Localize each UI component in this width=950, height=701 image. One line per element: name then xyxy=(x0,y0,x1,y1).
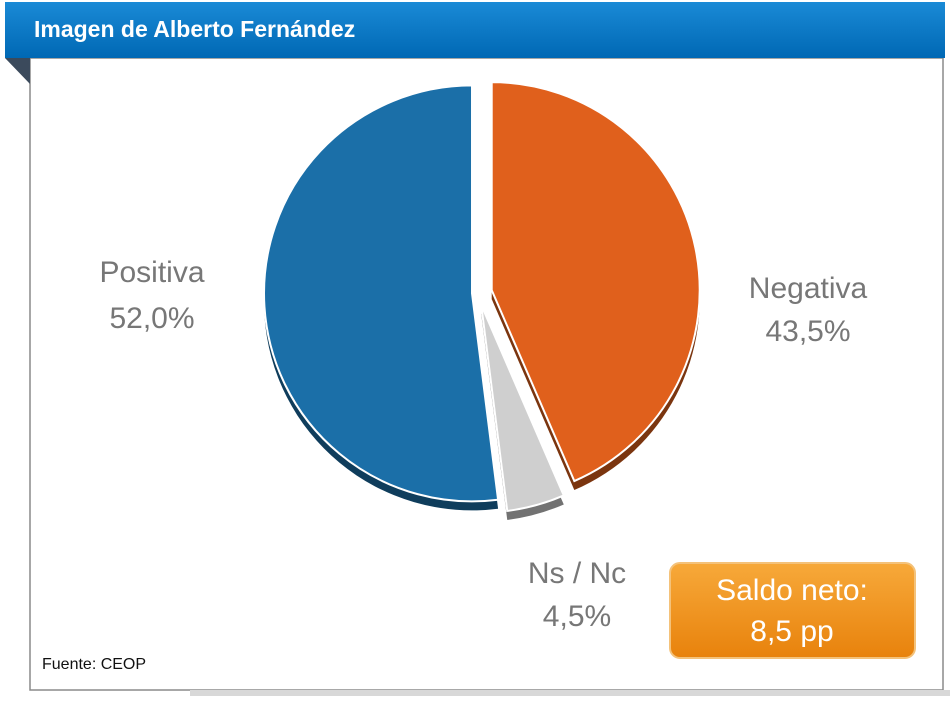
value-label: 43,5% xyxy=(765,315,850,348)
slice-label: Ns / Nc xyxy=(528,557,626,590)
header-fold xyxy=(5,58,30,84)
slice-label: Positiva xyxy=(99,256,204,289)
slice xyxy=(263,84,500,503)
net-balance-box xyxy=(669,562,916,659)
pie xyxy=(263,81,701,520)
net-balance-label: Saldo neto: xyxy=(716,574,868,607)
slice xyxy=(480,304,566,513)
value-label: 52,0% xyxy=(109,302,194,335)
value-label: 4,5% xyxy=(543,600,611,633)
header-bar xyxy=(5,2,945,58)
frame-shadow xyxy=(190,690,950,696)
slice-label: Negativa xyxy=(749,272,868,305)
chart-title: Imagen de Alberto Fernández xyxy=(34,16,355,42)
slice xyxy=(490,81,701,483)
net-balance-value: 8,5 pp xyxy=(750,615,833,648)
source: Fuente: CEOP xyxy=(42,656,146,673)
